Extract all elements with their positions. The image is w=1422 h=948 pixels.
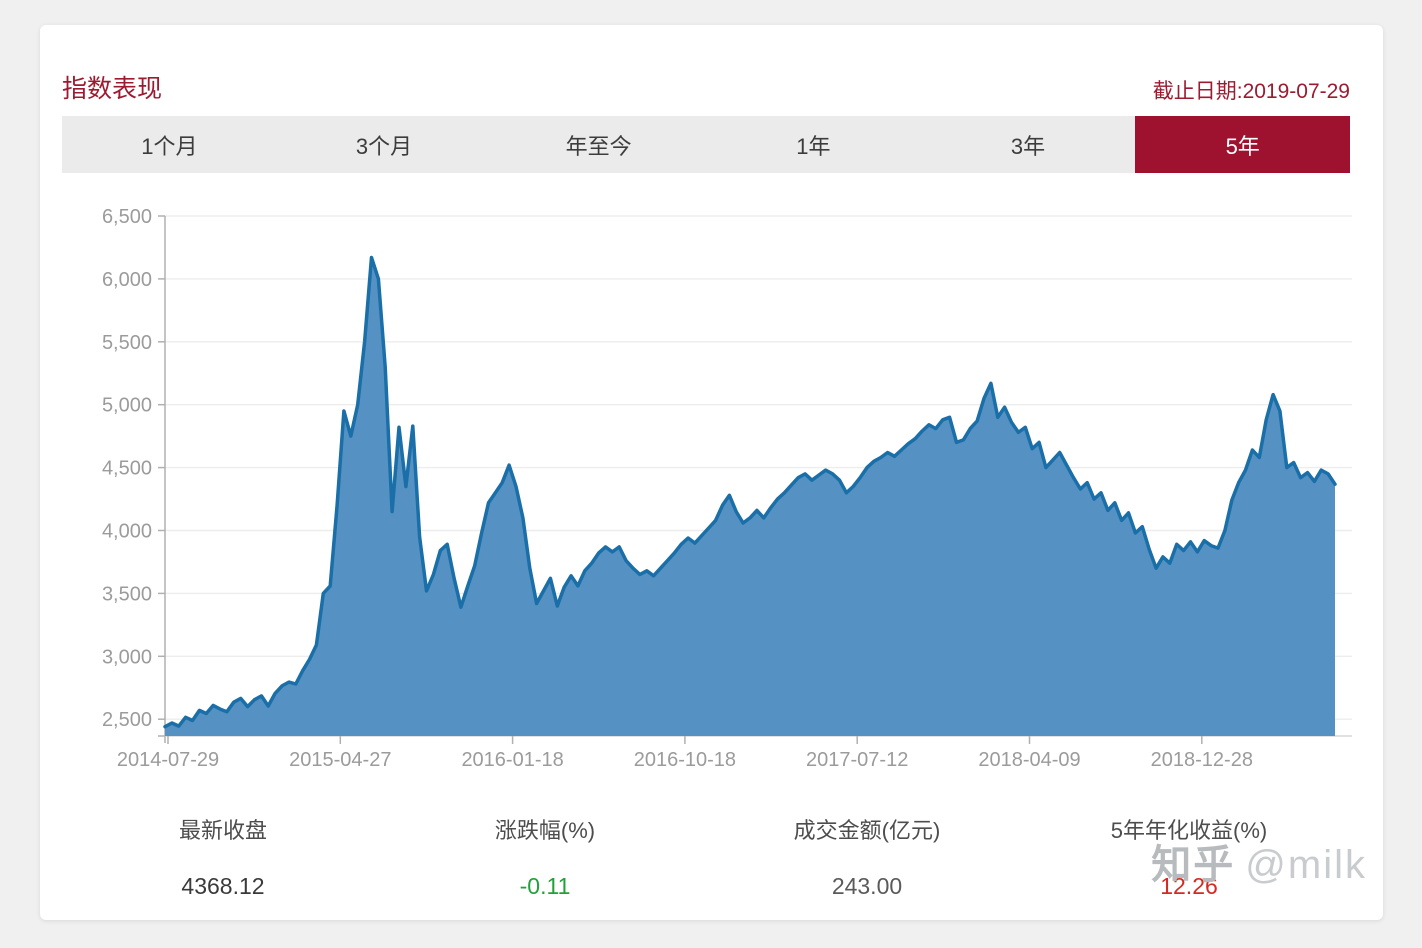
stat-value: 12.26 [1160,873,1218,899]
stat-annualized-return: 5年年化收益(%) 12.26 [1028,813,1350,900]
card-header: 指数表现 截止日期:2019-07-29 [62,69,1350,105]
svg-text:2014-07-29: 2014-07-29 [117,749,219,771]
tab-1-month[interactable]: 1个月 [141,133,198,159]
stat-value: -0.11 [519,873,571,899]
svg-text:3,500: 3,500 [102,583,152,605]
stat-turnover: 成交金额(亿元) 243.00 [706,813,1028,900]
tab-1-year[interactable]: 1年 [796,133,831,159]
stats-row: 最新收盘 4368.12 涨跌幅(%) -0.11 成交金额(亿元) 243.0… [62,813,1350,900]
svg-text:6,000: 6,000 [102,269,152,291]
tab-3-year[interactable]: 3年 [1010,133,1046,159]
chart-svg: 6,500 6,000 5,500 5,000 4,500 4,000 3,500 3,000… [102,206,1352,771]
index-performance-card: 指数表现 截止日期:2019-07-29 1个月 3个月 年至今 1年 3年 5… [40,25,1383,920]
tab-5-year[interactable]: 5年 [1135,116,1351,173]
stat-latest-close: 最新收盘 4368.12 [62,813,384,900]
stat-value: 4368.12 [181,873,265,899]
stat-label: 成交金额(亿元) [793,818,941,843]
index-area-chart[interactable]: 6,500 6,000 5,500 5,000 4,500 4,000 3,500 3,000… [40,175,1383,795]
svg-text:3,000: 3,000 [102,646,152,668]
svg-text:5,500: 5,500 [102,332,152,354]
svg-text:2016-10-18: 2016-10-18 [634,749,736,771]
svg-text:2016-01-18: 2016-01-18 [461,749,563,771]
svg-text:6,500: 6,500 [102,206,152,228]
stat-change-pct: 涨跌幅(%) -0.11 [384,813,706,900]
svg-text:2015-04-27: 2015-04-27 [289,749,391,771]
as-of-date: 截止日期:2019-07-29 [1152,80,1350,103]
svg-text:2,500: 2,500 [102,709,152,731]
stat-label: 最新收盘 [178,818,267,843]
svg-text:2017-07-12: 2017-07-12 [806,749,908,771]
period-tab-bar: 1个月 3个月 年至今 1年 3年 5年 [62,116,1351,173]
svg-text:5,000: 5,000 [102,395,152,417]
stat-label: 涨跌幅(%) [494,818,596,843]
tab-ytd[interactable]: 年至今 [565,133,632,159]
stat-value: 243.00 [831,873,903,899]
svg-text:4,000: 4,000 [102,521,152,543]
stat-label: 5年年化收益(%) [1110,818,1268,843]
svg-text:2018-12-28: 2018-12-28 [1151,749,1253,771]
svg-text:2018-04-09: 2018-04-09 [978,749,1080,771]
page-title: 指数表现 [62,75,163,103]
svg-text:4,500: 4,500 [102,458,152,480]
tab-3-month[interactable]: 3个月 [355,133,413,159]
